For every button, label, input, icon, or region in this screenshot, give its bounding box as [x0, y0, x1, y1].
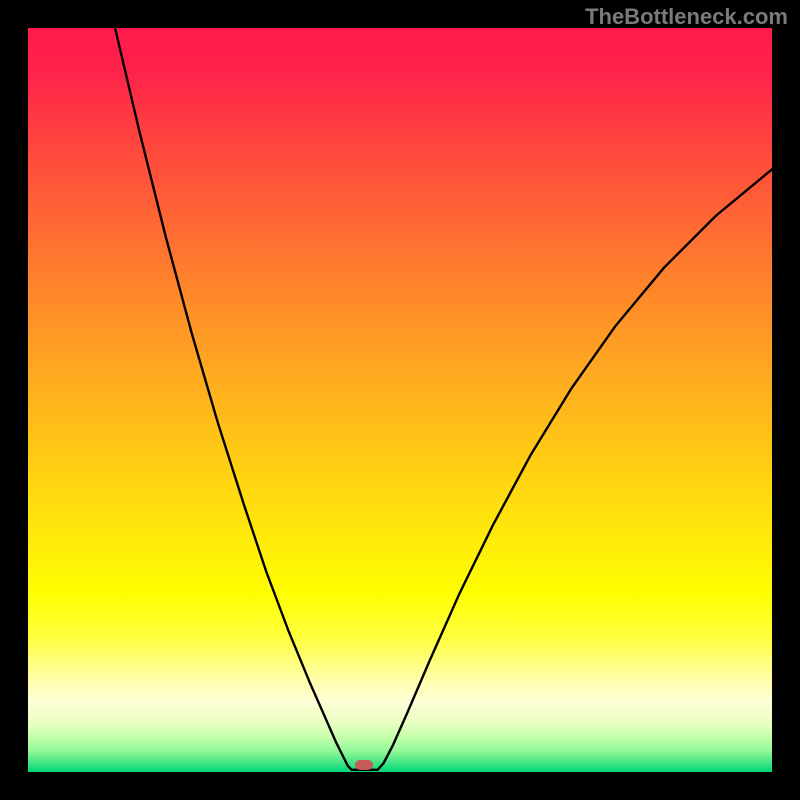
optimal-marker — [355, 760, 373, 770]
chart-container: { "chart": { "type": "bottleneck-curve",… — [0, 0, 800, 800]
curve-path — [115, 28, 772, 770]
bottleneck-curve — [28, 28, 772, 772]
plot-area — [28, 28, 772, 772]
watermark-text: TheBottleneck.com — [585, 4, 788, 30]
